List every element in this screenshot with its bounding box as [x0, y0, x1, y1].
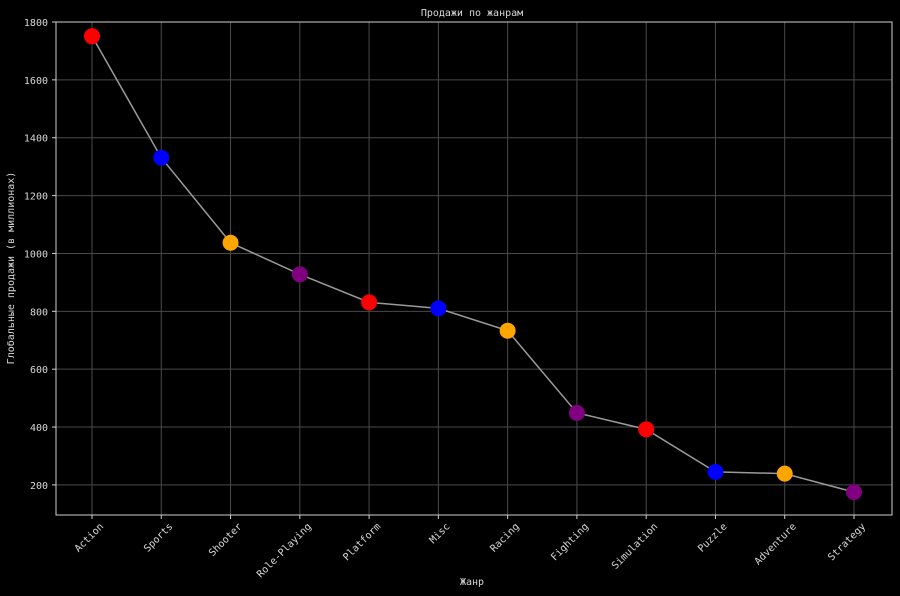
data-point-action — [84, 28, 100, 45]
y-tick-label: 400 — [30, 423, 48, 434]
x-tick-label: Simulation — [610, 521, 660, 571]
x-tick-label: Shooter — [207, 521, 245, 559]
data-point-platform — [361, 294, 378, 311]
y-axis-ticks: 200 400 600 800 1000 1200 1400 1600 1800 — [24, 18, 56, 492]
plot-frame — [55, 21, 893, 516]
x-tick-label: Sports — [142, 521, 175, 554]
y-tick-label: 1800 — [24, 18, 48, 29]
data-point-fighting — [568, 404, 585, 421]
x-tick-label: Puzzle — [696, 521, 729, 554]
x-tick-label: Action — [73, 521, 106, 554]
x-tick-label: Platform — [341, 521, 383, 563]
y-tick-label: 1600 — [24, 76, 48, 87]
y-tick-label: 600 — [30, 365, 48, 376]
x-tick-label: Adventure — [753, 521, 799, 567]
y-tick-label: 1200 — [24, 192, 48, 203]
y-tick-label: 200 — [30, 481, 48, 492]
data-points — [84, 28, 862, 501]
chart-title: Продажи по жанрам — [421, 8, 523, 19]
x-tick-label: Racing — [488, 521, 521, 554]
x-tick-label: Fighting — [549, 521, 591, 563]
data-point-puzzle — [707, 463, 724, 480]
data-point-sports — [153, 149, 170, 166]
data-point-simulation — [638, 421, 655, 438]
x-axis-label: Жанр — [460, 577, 484, 588]
data-point-strategy — [846, 484, 862, 501]
x-axis-ticks: Action Sports Shooter Role-Playing Platform M… — [73, 515, 868, 580]
data-point-racing — [499, 322, 516, 339]
y-axis-label: Глобальные продажи (в миллионах) — [5, 172, 17, 365]
grid — [56, 21, 892, 515]
x-tick-label: Misc — [428, 521, 453, 546]
data-point-shooter — [222, 234, 239, 251]
y-tick-label: 1000 — [24, 249, 48, 260]
x-tick-label: Strategy — [826, 521, 868, 563]
y-tick-label: 800 — [30, 307, 48, 318]
y-tick-label: 1400 — [24, 134, 48, 145]
data-point-role-playing — [291, 266, 308, 283]
x-tick-label: Role-Playing — [255, 521, 314, 580]
series-line — [91, 35, 855, 493]
data-point-adventure — [776, 465, 793, 482]
data-point-misc — [430, 300, 447, 317]
